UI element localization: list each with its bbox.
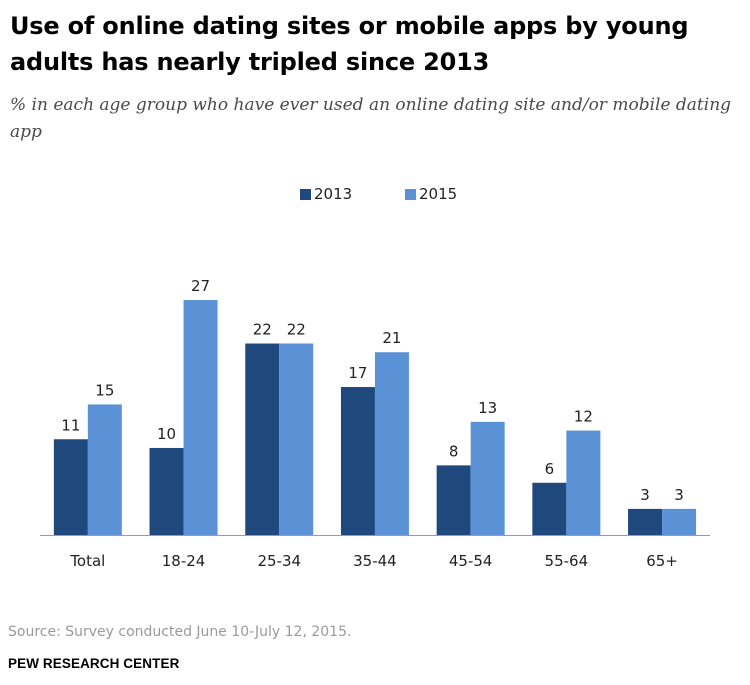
legend-item-2015: 2015 [405,183,457,205]
data-label-2013-25-34: 22 [253,321,272,339]
x-tick-label: 35-44 [353,552,397,570]
source-note: Source: Survey conducted June 10-July 12… [8,624,352,640]
x-tick-label: Total [69,552,105,570]
bar-2013-65- [628,508,663,535]
data-label-2013-35-44: 17 [348,364,367,382]
bar-2015-45-54 [470,421,505,535]
data-label-2013-18-24: 10 [157,425,176,443]
data-label-2015-65-: 3 [674,486,684,504]
bar-2015-65- [662,508,697,535]
chart-subtitle: % in each age group who have ever used a… [10,95,732,142]
data-label-2015-55-64: 12 [574,408,593,426]
bar-2015-18-24 [183,300,218,535]
x-tick-label: 45-54 [449,552,493,570]
x-tick-label: 65+ [646,552,678,570]
data-label-2015-18-24: 27 [191,277,210,295]
bar-2015-25-34 [279,343,314,535]
data-label-2013-45-54: 8 [449,442,459,460]
bar-2013-total [53,439,88,535]
data-label-2015-35-44: 21 [382,329,401,347]
bar-2013-35-44 [340,387,375,535]
bar-2013-18-24 [149,447,184,535]
legend-label-2015: 2015 [419,185,458,203]
data-label-2015-45-54: 13 [478,399,497,417]
x-tick-label: 55-64 [545,552,589,570]
legend-swatch-2013 [300,188,311,200]
bar-2015-35-44 [374,352,409,535]
chart-title: Use of online dating sites or mobile app… [10,12,689,76]
organization-name: PEW RESEARCH CENTER [8,656,180,671]
data-label-2013-65-: 3 [640,486,650,504]
legend-item-2013: 2013 [300,183,352,205]
data-label-2015-total: 15 [95,381,114,399]
data-label-2013-55-64: 6 [545,460,555,478]
legend-swatch-2015 [405,188,416,200]
bar-2015-total [87,404,122,535]
x-tick-label: 25-34 [257,552,301,570]
bar-2013-45-54 [436,465,471,535]
data-label-2015-25-34: 22 [287,321,306,339]
bar-2015-55-64 [566,430,601,535]
data-label-2013-total: 11 [61,416,80,434]
legend-label-2013: 2013 [314,185,353,203]
bar-2013-55-64 [532,482,567,535]
x-tick-label: 18-24 [162,552,206,570]
bar-2013-25-34 [245,343,280,535]
chart-legend: 2013 2015 [0,183,750,205]
